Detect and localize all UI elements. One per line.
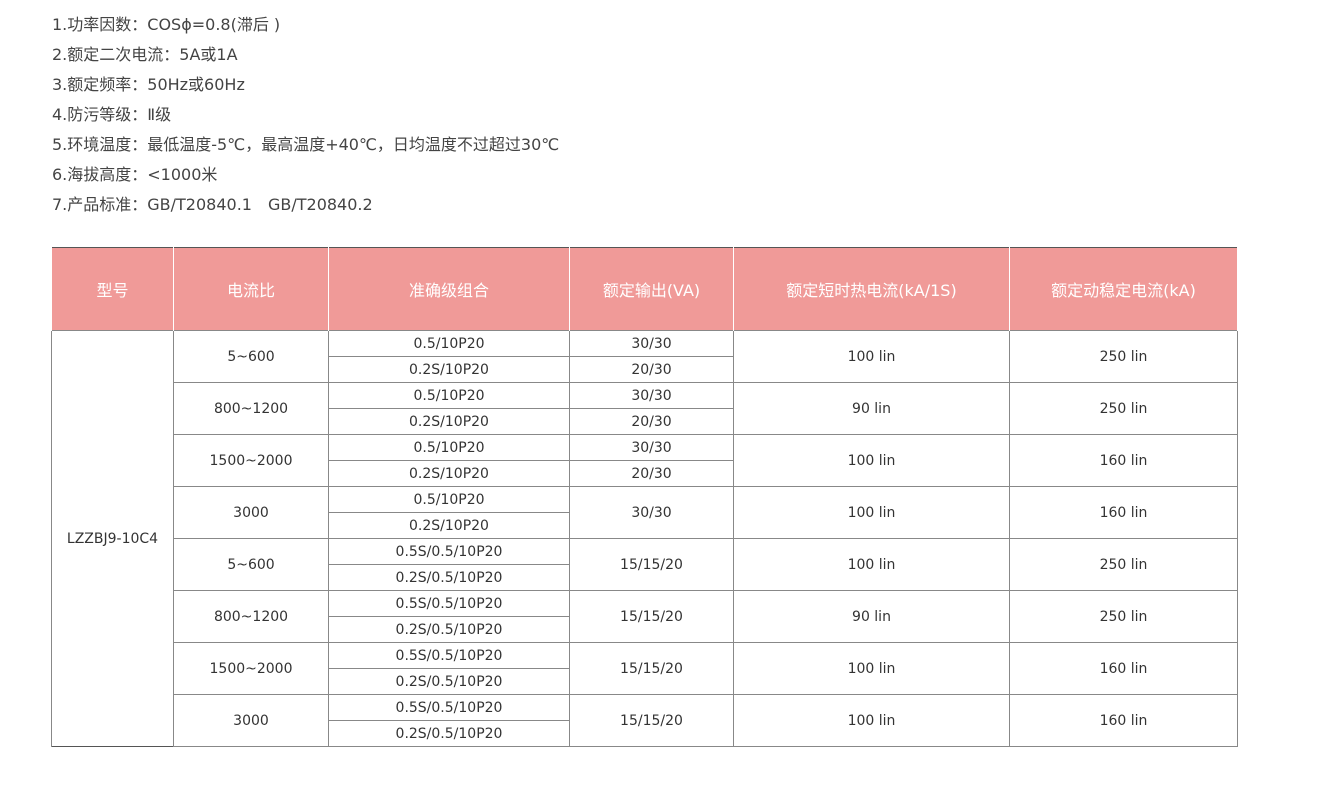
output-cell: 20/30 xyxy=(569,408,734,435)
table-row: 0.2S/0.5/10P20 xyxy=(52,668,1238,695)
table-row: 0.2S/0.5/10P20 xyxy=(52,616,1238,643)
column-header: 额定输出(VA) xyxy=(569,247,734,331)
thermal-cell: 90 lin xyxy=(733,382,1010,435)
table-header-row: 型号 电流比 准确级组合 额定输出(VA) 额定短时热电流(kA/1S) 额定动稳定电流(… xyxy=(51,247,1238,331)
thermal-cell: 100 lin xyxy=(733,642,1010,695)
dynamic-cell: 250 lin xyxy=(1009,590,1238,643)
table-row: 5~600 0.5S/0.5/10P20 15/15/20 100 lin 250 li… xyxy=(52,538,1238,591)
ratio-cell: 5~600 xyxy=(173,538,329,591)
table-row: 0.2S/10P20 20/30 xyxy=(52,460,1238,487)
dynamic-cell: 160 lin xyxy=(1009,486,1238,539)
accuracy-cell: 0.5/10P20 xyxy=(328,486,570,513)
spec-item: 7.产品标准：GB/T20840.1 GB/T20840.2 xyxy=(52,195,373,214)
model-cell: LZZBJ9-10C4 xyxy=(51,330,174,747)
column-header: 电流比 xyxy=(173,247,329,331)
accuracy-cell: 0.5/10P20 xyxy=(328,382,570,409)
table-row: LZZBJ9-10C4 5~600 0.5/10P20 30/30 100 lin 250… xyxy=(51,330,1238,747)
accuracy-cell: 0.2S/10P20 xyxy=(328,512,570,539)
table-row: 1500~2000 0.5/10P20 30/30 100 lin 160 lin xyxy=(52,434,1238,487)
table-row: 0.2S/10P20 20/30 xyxy=(52,408,1238,435)
spec-item: 6.海拔高度：<1000米 xyxy=(52,165,218,184)
spec-item: 2.额定二次电流：5A或1A xyxy=(52,45,238,64)
table-row: 0.2S/0.5/10P20 xyxy=(52,720,1238,747)
thermal-cell: 100 lin xyxy=(733,434,1010,487)
thermal-cell: 100 lin xyxy=(733,486,1010,539)
thermal-cell: 100 lin xyxy=(733,330,1010,383)
ratio-cell: 1500~2000 xyxy=(173,642,329,695)
accuracy-cell: 0.5S/0.5/10P20 xyxy=(328,590,570,617)
table-row: 0.2S/10P20 xyxy=(52,512,1238,539)
ratio-cell: 800~1200 xyxy=(173,590,329,643)
ratio-cell: 1500~2000 xyxy=(173,434,329,487)
table-row: 800~1200 0.5S/0.5/10P20 15/15/20 90 lin 250 … xyxy=(52,590,1238,643)
dynamic-cell: 160 lin xyxy=(1009,642,1238,695)
ratio-cell: 3000 xyxy=(173,486,329,539)
column-header: 额定短时热电流(kA/1S) xyxy=(733,247,1010,331)
table-row: 3000 0.5S/0.5/10P20 15/15/20 100 lin 160 lin xyxy=(52,694,1238,747)
accuracy-cell: 0.2S/10P20 xyxy=(328,356,570,383)
column-header: 型号 xyxy=(51,247,174,331)
output-cell: 20/30 xyxy=(569,356,734,383)
output-cell: 20/30 xyxy=(569,460,734,487)
accuracy-cell: 0.2S/10P20 xyxy=(328,460,570,487)
table-row: 800~1200 0.5/10P20 30/30 90 lin 250 lin xyxy=(52,382,1238,435)
table-row: 3000 0.5/10P20 30/30 100 lin 160 lin xyxy=(52,486,1238,539)
thermal-cell: 90 lin xyxy=(733,590,1010,643)
output-cell: 15/15/20 xyxy=(569,590,734,643)
thermal-cell: 100 lin xyxy=(733,538,1010,591)
spec-item: 4.防污等级：Ⅱ级 xyxy=(52,105,172,124)
dynamic-cell: 250 lin xyxy=(1009,330,1238,383)
column-header: 准确级组合 xyxy=(328,247,570,331)
accuracy-cell: 0.2S/0.5/10P20 xyxy=(328,668,570,695)
output-cell: 15/15/20 xyxy=(569,538,734,591)
accuracy-cell: 0.5S/0.5/10P20 xyxy=(328,642,570,669)
table-row: 0.2S/0.5/10P20 xyxy=(52,564,1238,591)
spec-table: 型号 电流比 准确级组合 额定输出(VA) 额定短时热电流(kA/1S) 额定动稳定电流(… xyxy=(51,247,1238,747)
output-cell: 30/30 xyxy=(569,434,734,461)
ratio-cell: 3000 xyxy=(173,694,329,747)
spec-list: 1.功率因数：COSϕ=0.8(滞后 ) 2.额定二次电流：5A或1A 3.额定频率… xyxy=(52,10,559,220)
accuracy-cell: 0.2S/10P20 xyxy=(328,408,570,435)
table-row: 0.2S/10P20 20/30 xyxy=(52,356,1238,383)
dynamic-cell: 160 lin xyxy=(1009,434,1238,487)
output-cell: 15/15/20 xyxy=(569,642,734,695)
output-cell: 15/15/20 xyxy=(569,694,734,747)
output-cell: 30/30 xyxy=(569,330,734,357)
accuracy-cell: 0.5/10P20 xyxy=(328,434,570,461)
dynamic-cell: 250 lin xyxy=(1009,382,1238,435)
ratio-cell: 5~600 xyxy=(173,330,329,383)
accuracy-cell: 0.2S/0.5/10P20 xyxy=(328,616,570,643)
accuracy-cell: 0.5/10P20 xyxy=(328,330,570,357)
spec-item: 3.额定频率：50Hz或60Hz xyxy=(52,75,245,94)
output-cell: 30/30 xyxy=(569,382,734,409)
dynamic-cell: 160 lin xyxy=(1009,694,1238,747)
table-row: 1500~2000 0.5S/0.5/10P20 15/15/20 100 lin 16… xyxy=(52,642,1238,695)
output-cell: 30/30 xyxy=(569,486,734,539)
spec-item: 5.环境温度：最低温度-5℃，最高温度+40℃，日均温度不过超过30℃ xyxy=(52,135,560,154)
dynamic-cell: 250 lin xyxy=(1009,538,1238,591)
spec-item: 1.功率因数：COSϕ=0.8(滞后 ) xyxy=(52,15,281,34)
accuracy-cell: 0.5S/0.5/10P20 xyxy=(328,694,570,721)
accuracy-cell: 0.5S/0.5/10P20 xyxy=(328,538,570,565)
accuracy-cell: 0.2S/0.5/10P20 xyxy=(328,564,570,591)
column-header: 额定动稳定电流(kA) xyxy=(1009,247,1238,331)
thermal-cell: 100 lin xyxy=(733,694,1010,747)
accuracy-cell: 0.2S/0.5/10P20 xyxy=(328,720,570,747)
ratio-cell: 800~1200 xyxy=(173,382,329,435)
